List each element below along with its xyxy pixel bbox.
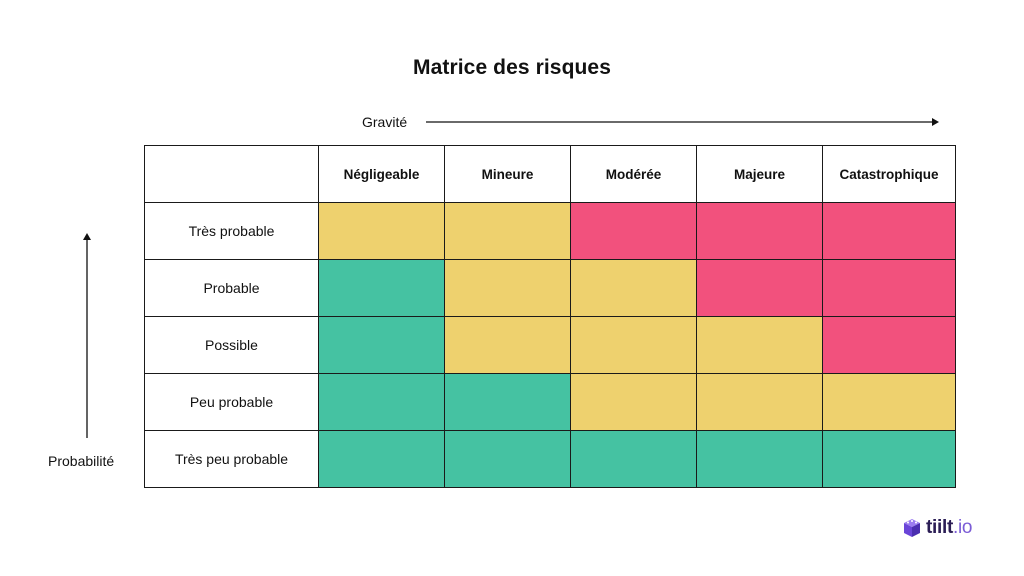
x-axis-arrow [426, 118, 939, 126]
column-header: Mineure [444, 145, 571, 203]
risk-cell-yellow [696, 316, 823, 374]
risk-cell-red [570, 202, 697, 260]
column-header: Catastrophique [822, 145, 956, 203]
risk-cell-yellow [570, 373, 697, 431]
risk-cell-green [318, 373, 445, 431]
risk-cell-green [444, 430, 571, 488]
risk-cell-yellow [318, 202, 445, 260]
risk-cell-green [570, 430, 697, 488]
y-axis-arrow [83, 233, 91, 438]
matrix-row: Possible [144, 316, 956, 374]
tiilt-logo: tiilt.io [902, 517, 972, 539]
matrix-row: Peu probable [144, 373, 956, 431]
risk-cell-red [696, 259, 823, 317]
row-label: Peu probable [144, 373, 319, 431]
row-label: Très probable [144, 202, 319, 260]
risk-cell-yellow [822, 373, 956, 431]
matrix-row: Probable [144, 259, 956, 317]
cube-logo-icon [904, 519, 920, 537]
risk-cell-yellow [696, 373, 823, 431]
logo-wordmark: tiilt.io [926, 517, 972, 539]
header-row: Négligeable Mineure Modérée Majeure Cata… [144, 145, 956, 203]
column-header: Majeure [696, 145, 823, 203]
risk-cell-yellow [444, 259, 571, 317]
risk-cell-red [822, 202, 956, 260]
column-header: Négligeable [318, 145, 445, 203]
row-label: Possible [144, 316, 319, 374]
risk-cell-green [318, 430, 445, 488]
y-axis-label: Probabilité [48, 453, 115, 469]
risk-cell-red [822, 316, 956, 374]
matrix-row: Très peu probable [144, 430, 956, 488]
matrix-row: Très probable [144, 202, 956, 260]
risk-cell-red [822, 259, 956, 317]
risk-matrix-table: Négligeable Mineure Modérée Majeure Cata… [144, 145, 956, 488]
x-axis-label: Gravité [362, 114, 408, 130]
risk-cell-yellow [570, 316, 697, 374]
risk-cell-yellow [444, 202, 571, 260]
risk-cell-green [822, 430, 956, 488]
risk-cell-green [696, 430, 823, 488]
logo-suffix: .io [953, 517, 973, 538]
column-header: Modérée [570, 145, 697, 203]
risk-cell-green [318, 316, 445, 374]
corner-cell [144, 145, 319, 203]
risk-cell-yellow [444, 316, 571, 374]
logo-name: tiilt [926, 517, 953, 538]
row-label: Très peu probable [144, 430, 319, 488]
risk-cell-yellow [570, 259, 697, 317]
row-label: Probable [144, 259, 319, 317]
page-title: Matrice des risques [413, 56, 611, 79]
risk-cell-red [696, 202, 823, 260]
risk-cell-green [318, 259, 445, 317]
risk-cell-green [444, 373, 571, 431]
